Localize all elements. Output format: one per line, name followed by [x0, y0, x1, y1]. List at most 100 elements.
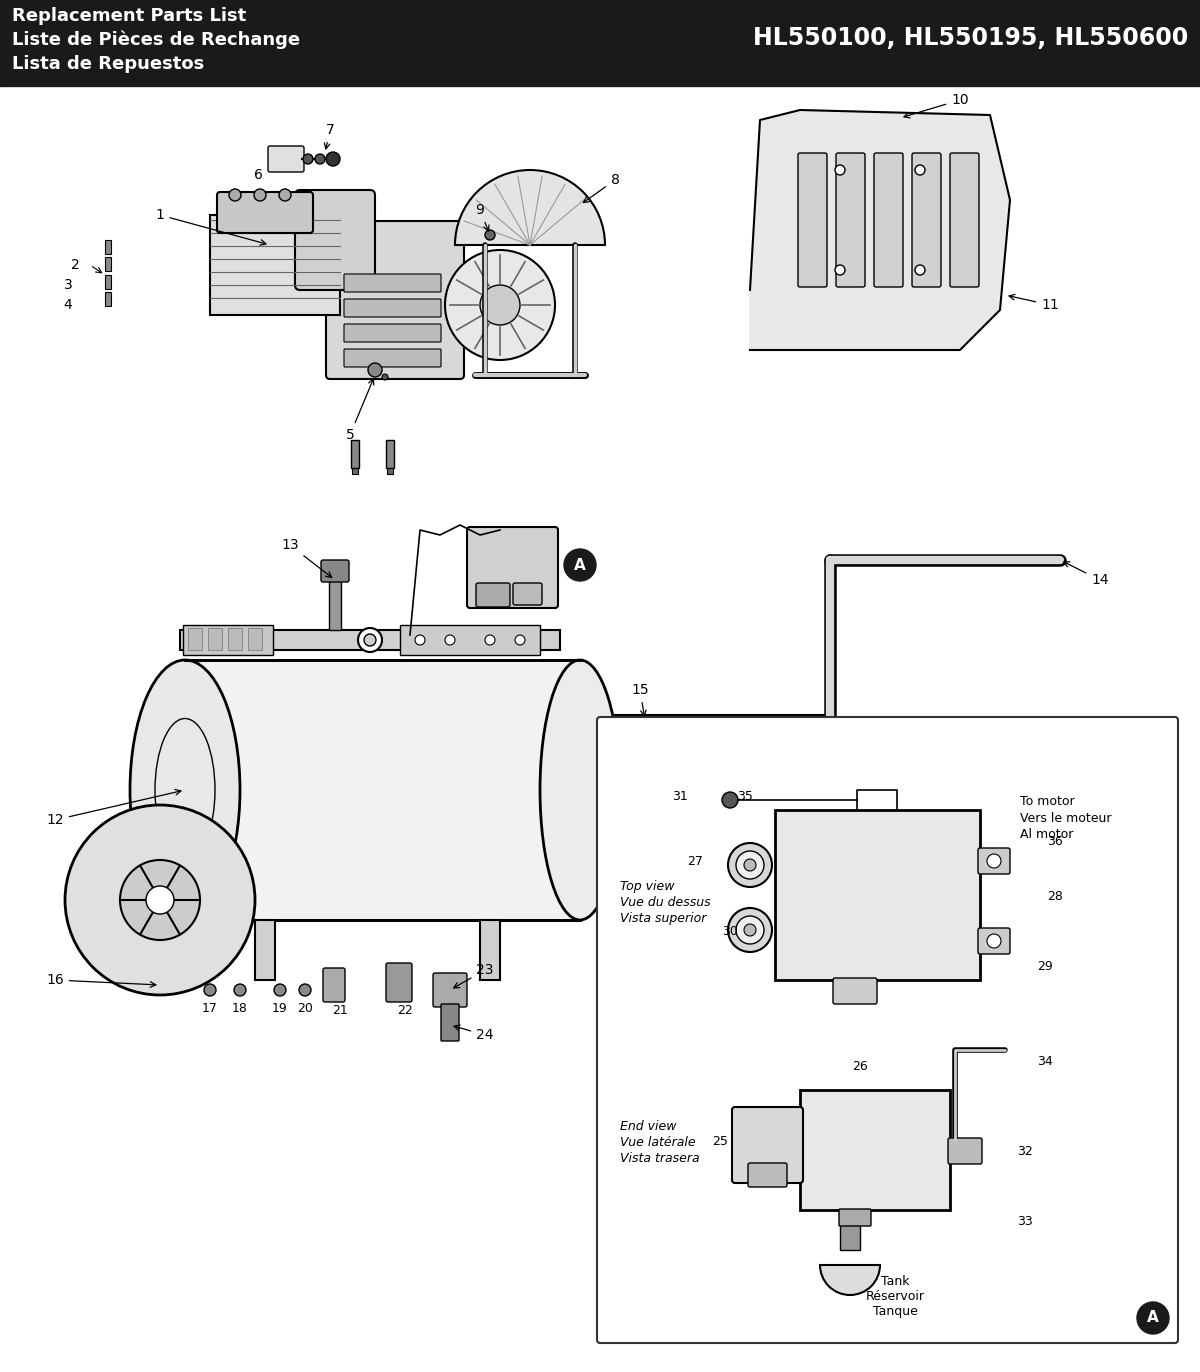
Bar [182, 626, 274, 654]
Bar [256, 921, 275, 980]
Circle shape [65, 805, 256, 995]
Circle shape [744, 859, 756, 871]
Circle shape [780, 718, 790, 727]
FancyBboxPatch shape [950, 154, 979, 287]
Text: Tanque: Tanque [872, 1305, 918, 1318]
Text: Liste de Pièces de Rechange: Liste de Pièces de Rechange [12, 30, 300, 49]
FancyBboxPatch shape [836, 154, 865, 287]
Bar [106, 274, 112, 289]
Bar [775, 809, 980, 980]
Circle shape [445, 635, 455, 645]
Circle shape [480, 285, 520, 325]
Circle shape [986, 853, 1001, 868]
Circle shape [415, 635, 425, 645]
FancyBboxPatch shape [833, 978, 877, 1004]
Wedge shape [820, 1265, 880, 1295]
Circle shape [916, 165, 925, 176]
Text: 24: 24 [454, 1025, 493, 1041]
Text: Vista superior: Vista superior [620, 912, 707, 925]
Circle shape [358, 628, 382, 652]
FancyBboxPatch shape [598, 718, 1178, 1343]
Text: 1: 1 [156, 209, 266, 246]
Text: 25: 25 [712, 1135, 728, 1148]
Circle shape [299, 984, 311, 996]
Bar [616, 715, 826, 730]
Circle shape [1138, 1302, 1169, 1334]
Circle shape [722, 792, 738, 808]
Bar [185, 660, 580, 921]
FancyBboxPatch shape [268, 145, 304, 172]
FancyBboxPatch shape [326, 221, 464, 379]
Text: Vue du dessus: Vue du dessus [620, 896, 710, 910]
Text: 6: 6 [253, 167, 263, 182]
Text: 34: 34 [1037, 1055, 1052, 1067]
Bar [210, 215, 340, 316]
Circle shape [234, 984, 246, 996]
Text: 7: 7 [324, 123, 335, 150]
Circle shape [715, 718, 725, 727]
Circle shape [302, 154, 313, 165]
Circle shape [728, 842, 772, 888]
Bar [480, 921, 500, 980]
Bar [329, 575, 341, 630]
Text: Tank: Tank [881, 1275, 910, 1288]
FancyBboxPatch shape [322, 560, 349, 582]
Bar [248, 628, 262, 650]
Text: 5: 5 [346, 379, 374, 442]
Text: HL550100, HL550195, HL550600: HL550100, HL550195, HL550600 [752, 26, 1188, 49]
FancyBboxPatch shape [948, 1137, 982, 1163]
Bar [106, 292, 112, 306]
Circle shape [750, 718, 760, 727]
Text: Lista de Repuestos: Lista de Repuestos [12, 55, 204, 73]
Circle shape [254, 189, 266, 202]
Text: 13: 13 [281, 538, 331, 578]
Polygon shape [750, 110, 1010, 350]
Text: 20: 20 [298, 1002, 313, 1014]
Text: Al motor: Al motor [1020, 827, 1073, 841]
Circle shape [625, 718, 635, 727]
Bar [800, 1089, 950, 1210]
Bar [106, 257, 112, 272]
Text: 11: 11 [1009, 295, 1058, 311]
FancyBboxPatch shape [874, 154, 904, 287]
Text: 19: 19 [272, 1002, 288, 1014]
Bar [106, 240, 112, 254]
Text: 12: 12 [46, 789, 181, 827]
Circle shape [650, 718, 660, 727]
FancyBboxPatch shape [978, 927, 1010, 954]
Bar [352, 468, 358, 473]
FancyBboxPatch shape [344, 274, 442, 292]
Text: Replacement Parts List: Replacement Parts List [12, 7, 246, 25]
Text: 3: 3 [64, 279, 72, 292]
Circle shape [146, 886, 174, 914]
Text: 32: 32 [1018, 1146, 1033, 1158]
Text: Vue latérale: Vue latérale [620, 1136, 696, 1148]
Text: 27: 27 [688, 855, 703, 868]
Wedge shape [455, 170, 605, 246]
Bar [180, 630, 560, 650]
Circle shape [204, 984, 216, 996]
Circle shape [314, 154, 325, 165]
Text: 35: 35 [737, 790, 752, 803]
Text: Top view: Top view [620, 879, 674, 893]
Circle shape [690, 718, 700, 727]
Circle shape [229, 189, 241, 202]
Text: 14: 14 [1063, 563, 1109, 587]
Circle shape [485, 635, 496, 645]
FancyBboxPatch shape [467, 527, 558, 608]
Text: 30: 30 [722, 925, 738, 938]
FancyBboxPatch shape [344, 348, 442, 366]
Circle shape [728, 908, 772, 952]
Circle shape [274, 984, 286, 996]
Ellipse shape [130, 660, 240, 921]
Circle shape [564, 549, 596, 580]
FancyBboxPatch shape [442, 1004, 458, 1041]
FancyBboxPatch shape [748, 1163, 787, 1187]
Circle shape [986, 934, 1001, 948]
Text: 26: 26 [852, 1061, 868, 1073]
FancyBboxPatch shape [344, 299, 442, 317]
Text: 29: 29 [1037, 960, 1052, 973]
FancyBboxPatch shape [433, 973, 467, 1007]
FancyBboxPatch shape [798, 154, 827, 287]
Circle shape [368, 364, 382, 377]
